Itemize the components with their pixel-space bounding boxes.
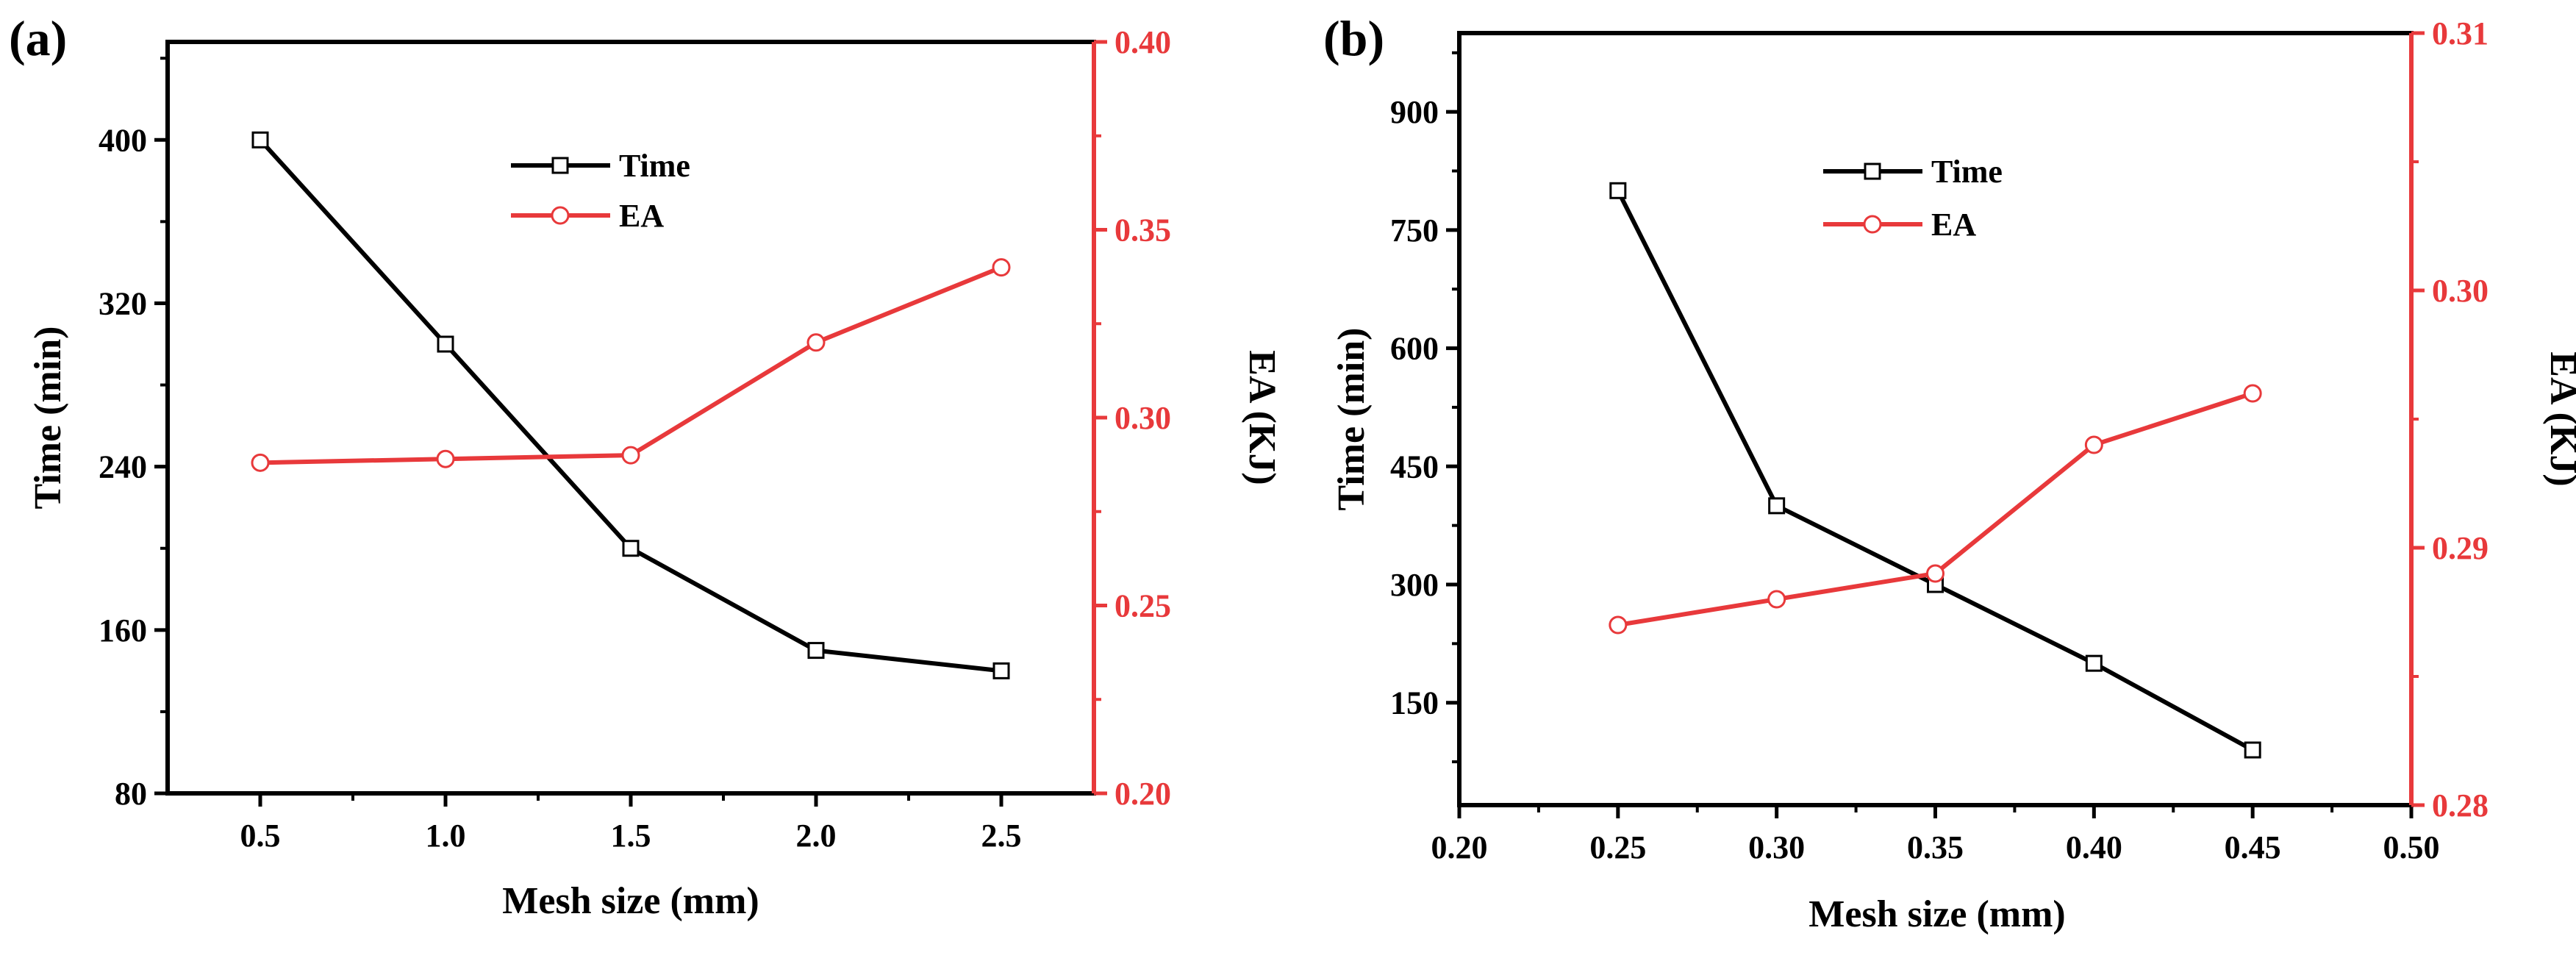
legend-label-ea: EA — [619, 198, 664, 234]
panel-a: (a) 0.5 1.0 1.5 2.0 2.5 80 160 240 320 400 0.20 0.2… — [9, 10, 1283, 922]
y2-tick-label: 0.29 — [2432, 530, 2489, 566]
y2-tick-label: 0.30 — [2432, 273, 2489, 309]
data-point-time — [437, 335, 454, 353]
x-tick-label: 0.45 — [2225, 829, 2281, 865]
data-point-ea — [2084, 435, 2103, 454]
data-point-ea — [1767, 590, 1786, 609]
y2-axis-title: EA (KJ) — [2542, 351, 2576, 486]
y2-tick-label: 0.31 — [2432, 15, 2489, 51]
y2-tick-label: 0.40 — [1115, 24, 1171, 60]
x-tick-label: 0.25 — [1589, 829, 1646, 865]
y-tick-label: 450 — [1390, 449, 1439, 485]
x-axis-title: Mesh size (mm) — [1808, 893, 2065, 935]
data-point-time — [992, 662, 1010, 679]
y-tick-label: 900 — [1390, 94, 1439, 130]
circle-marker-icon — [1863, 215, 1882, 234]
data-point-ea — [1926, 564, 1944, 583]
series-line-ea — [260, 265, 1003, 465]
data-point-ea — [251, 453, 270, 472]
y2-tick-label: 0.28 — [2432, 787, 2489, 824]
y-tick-label: 300 — [1390, 567, 1439, 603]
y-tick-label: 160 — [99, 612, 147, 649]
y2-tick-label: 0.35 — [1115, 212, 1171, 249]
data-point-time — [1609, 182, 1627, 199]
y-axis-title: Time (min) — [27, 326, 69, 510]
panel-label: (a) — [9, 10, 67, 66]
data-point-time — [251, 131, 269, 149]
x-tick-label: 2.0 — [796, 818, 837, 854]
data-point-ea — [992, 258, 1011, 277]
square-marker-icon — [551, 157, 569, 174]
data-point-ea — [621, 446, 640, 465]
y-axis-title: Time (min) — [1331, 328, 1373, 511]
plot-frame — [1457, 31, 2414, 807]
data-point-time — [622, 540, 640, 557]
x-axis-title: Mesh size (mm) — [502, 880, 759, 922]
data-point-ea — [2243, 384, 2262, 403]
x-tick-label: 1.0 — [426, 818, 466, 854]
y-tick-label: 320 — [99, 285, 147, 321]
y-tick-label: 600 — [1390, 331, 1439, 367]
y2-tick-label: 0.20 — [1115, 776, 1171, 812]
series-line-time — [1616, 189, 2254, 752]
y2-axis-title: EA (KJ) — [1241, 350, 1283, 485]
data-point-ea — [436, 449, 455, 468]
series-layer — [1609, 182, 2262, 759]
x-tick-label: 0.20 — [1431, 829, 1488, 865]
legend-label-time: Time — [1931, 154, 2003, 190]
data-point-time — [2085, 654, 2103, 672]
y-tick-label: 400 — [99, 122, 147, 158]
ticks: 0.20 0.25 0.30 0.35 0.40 0.45 0.50 150 300 450 600… — [1390, 15, 2489, 865]
x-tick-label: 0.5 — [240, 818, 281, 854]
data-point-ea — [806, 333, 826, 352]
x-tick-label: 0.40 — [2066, 829, 2122, 865]
data-point-time — [807, 642, 825, 660]
legend-label-time: Time — [619, 148, 690, 184]
y-tick-label: 750 — [1390, 212, 1439, 249]
ticks: 0.5 1.0 1.5 2.0 2.5 80 160 240 320 400 0.20 0.25 0.3… — [99, 24, 1171, 854]
legend-entry-time: Time — [1823, 154, 2003, 190]
data-point-ea — [1609, 615, 1628, 635]
circle-marker-icon — [551, 206, 570, 225]
legend-label-ea: EA — [1931, 207, 1976, 243]
legend: Time EA — [511, 148, 690, 234]
y2-tick-label: 0.25 — [1115, 588, 1171, 624]
legend-entry-ea: EA — [511, 198, 664, 234]
legend-entry-ea: EA — [1823, 207, 1976, 243]
x-tick-label: 2.5 — [981, 818, 1022, 854]
panel-label: (b) — [1323, 10, 1384, 66]
y-tick-label: 150 — [1390, 685, 1439, 721]
data-point-time — [1768, 497, 1786, 515]
data-point-time — [2244, 741, 2261, 759]
x-tick-label: 0.50 — [2383, 829, 2440, 865]
y2-tick-label: 0.30 — [1115, 400, 1171, 436]
legend-entry-time: Time — [511, 148, 690, 184]
x-tick-label: 0.35 — [1907, 829, 1964, 865]
x-tick-label: 1.5 — [611, 818, 651, 854]
series-layer — [251, 131, 1011, 679]
x-tick-label: 0.30 — [1748, 829, 1805, 865]
panel-b: (b) 0.20 0.25 0.30 0.35 0.40 0.45 0.50 150 300 45… — [1323, 10, 2576, 935]
y-tick-label: 80 — [115, 776, 147, 812]
legend: Time EA — [1823, 154, 2003, 243]
y-tick-label: 240 — [99, 449, 147, 485]
square-marker-icon — [1864, 162, 1881, 180]
